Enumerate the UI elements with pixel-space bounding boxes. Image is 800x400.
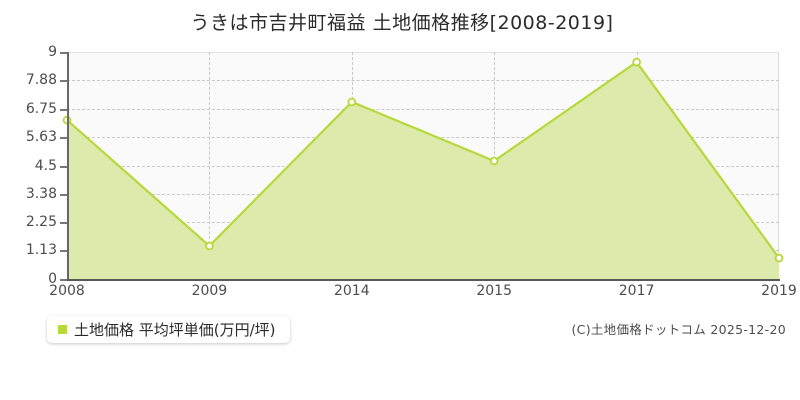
- y-axis-tick-mark: [60, 222, 67, 225]
- chart-title-text: うきは市吉井町福益 土地価格推移[2008-2019]: [190, 12, 614, 34]
- y-axis-tick-label: 6.75: [25, 100, 57, 117]
- gridline-vertical: [209, 52, 211, 279]
- y-axis-tick-label: 7.88: [25, 72, 57, 89]
- x-axis-tick-label: 2014: [333, 283, 370, 299]
- legend-label: 土地価格 平均坪単価(万円/坪): [74, 321, 276, 339]
- legend-swatch-icon: [58, 325, 67, 334]
- data-point-marker[interactable]: [347, 97, 357, 107]
- credit-text: (C)土地価格ドットコム 2025-12-20: [571, 322, 786, 337]
- y-axis-tick-label: 3.38: [25, 185, 57, 202]
- y-axis-tick-mark: [60, 193, 67, 196]
- y-axis-tick-label: 5.63: [25, 128, 57, 145]
- y-axis-tick-label: 0: [48, 271, 57, 287]
- y-axis-labels: 0 1.13 2.25 3.38 4.5 5.63 6.75 7.88 9: [0, 0, 57, 400]
- data-point-marker[interactable]: [632, 57, 641, 67]
- y-axis-tick-mark: [60, 136, 67, 139]
- x-axis-tick-label: 2019: [761, 283, 797, 299]
- y-axis-tick-mark: [60, 165, 67, 168]
- y-axis-tick-mark: [60, 250, 67, 253]
- gridline-horizontal: [67, 108, 779, 110]
- x-axis-tick-label: 2009: [191, 283, 228, 299]
- data-point-marker[interactable]: [489, 156, 499, 166]
- gridline-horizontal: [67, 80, 779, 82]
- y-axis-tick-mark: [60, 108, 67, 111]
- y-axis-tick-label: 1.13: [25, 242, 57, 259]
- legend[interactable]: 土地価格 平均坪単価(万円/坪): [47, 316, 290, 343]
- x-axis-tick-label: 2008: [49, 283, 85, 299]
- series-line: [66, 60, 780, 259]
- series-area-fill: [67, 62, 779, 280]
- x-axis-tick-label: 2015: [476, 283, 513, 299]
- y-axis-tick-label: 9: [48, 44, 57, 60]
- data-point-marker[interactable]: [774, 253, 784, 263]
- series-area-line: [62, 57, 784, 280]
- x-axis-tick-label: 2017: [618, 283, 655, 299]
- x-axis-line: [67, 279, 780, 281]
- y-axis-tick-label: 4.5: [34, 157, 57, 174]
- chart-title: うきは市吉井町福益 土地価格推移[2008-2019]: [0, 8, 800, 35]
- y-axis-tick-mark: [60, 80, 67, 83]
- y-axis-tick-label: 2.25: [25, 214, 57, 231]
- y-axis-line: [67, 52, 69, 280]
- y-axis-tick-mark: [60, 279, 67, 281]
- plot-area: [62, 52, 784, 280]
- y-axis-tick-mark: [60, 52, 67, 54]
- data-point-marker[interactable]: [205, 241, 214, 251]
